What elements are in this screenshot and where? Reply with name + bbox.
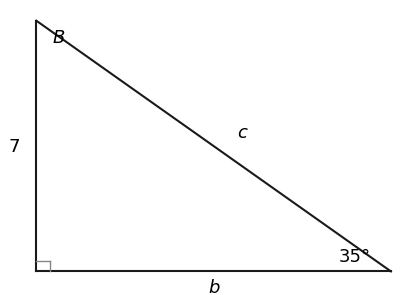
Text: B: B <box>52 29 65 47</box>
Text: c: c <box>237 124 247 142</box>
Text: b: b <box>208 278 219 295</box>
Text: 35°: 35° <box>339 248 371 266</box>
Text: 7: 7 <box>8 138 20 157</box>
